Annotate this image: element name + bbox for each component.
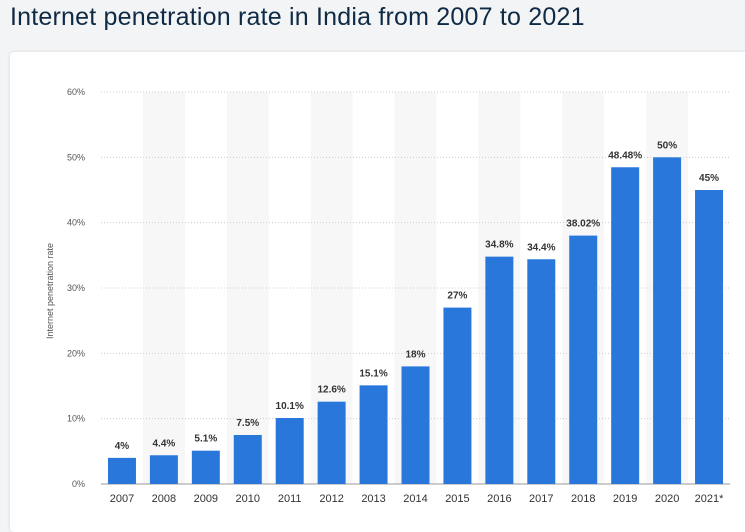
data-label: 34.4% (527, 242, 555, 253)
bar (527, 259, 556, 484)
data-label: 18% (405, 349, 425, 360)
data-label: 15.1% (359, 368, 387, 379)
x-tick-label: 2010 (236, 493, 260, 505)
bar (653, 157, 682, 484)
data-label: 12.6% (317, 385, 345, 396)
data-label: 27% (447, 291, 467, 302)
y-tick-label: 50% (67, 152, 85, 162)
y-tick-label: 10% (67, 414, 85, 424)
bar (149, 455, 178, 484)
data-label: 50% (657, 140, 677, 151)
x-tick-label: 2007 (110, 493, 134, 505)
data-label: 5.1% (194, 434, 217, 445)
data-label: 48.48% (608, 150, 642, 161)
bar (401, 366, 430, 484)
y-tick-label: 40% (67, 218, 85, 228)
data-label: 10.1% (276, 401, 304, 412)
bar (485, 256, 514, 484)
y-axis-title: Internet penetration rate (45, 243, 55, 339)
x-tick-label: 2017 (529, 493, 553, 505)
x-tick-label: 2011 (278, 493, 302, 505)
y-tick-label: 30% (67, 283, 85, 293)
bar (569, 235, 598, 484)
bar (695, 190, 724, 484)
y-tick-label: 20% (67, 348, 85, 358)
y-tick-label: 60% (67, 87, 85, 97)
bar (359, 385, 388, 484)
data-label: 38.02% (566, 219, 600, 230)
x-tick-label: 2008 (152, 493, 176, 505)
x-tick-label: 2014 (403, 493, 427, 505)
data-label: 7.5% (236, 418, 259, 429)
chart-card: 0% 10% 20% 30% 40% 50% 60% 4% 2007 4.4% 2008 5.1% 20… (10, 52, 745, 532)
x-tick-label: 2021* (695, 493, 724, 505)
bar (611, 167, 640, 484)
x-tick-label: 2018 (571, 493, 595, 505)
y-tick-label: 0% (72, 479, 85, 489)
page-title: Internet penetration rate in India from … (10, 3, 585, 31)
bar (317, 401, 346, 484)
x-tick-label: 2013 (361, 493, 385, 505)
bar (191, 450, 220, 484)
x-tick-label: 2019 (613, 493, 637, 505)
x-tick-label: 2009 (194, 493, 218, 505)
x-tick-label: 2015 (445, 493, 469, 505)
bar (233, 435, 262, 484)
x-tick-label: 2020 (655, 493, 679, 505)
data-label: 4% (115, 441, 130, 452)
x-tick-label: 2016 (487, 493, 511, 505)
bar (443, 307, 472, 484)
data-label: 34.8% (485, 240, 513, 251)
bar (275, 418, 304, 484)
data-label: 4.4% (153, 438, 176, 449)
x-tick-label: 2012 (319, 493, 343, 505)
data-label: 45% (699, 173, 719, 184)
bar (107, 457, 136, 484)
bar-chart: 0% 10% 20% 30% 40% 50% 60% 4% 2007 4.4% 2008 5.1% 20… (45, 87, 730, 505)
